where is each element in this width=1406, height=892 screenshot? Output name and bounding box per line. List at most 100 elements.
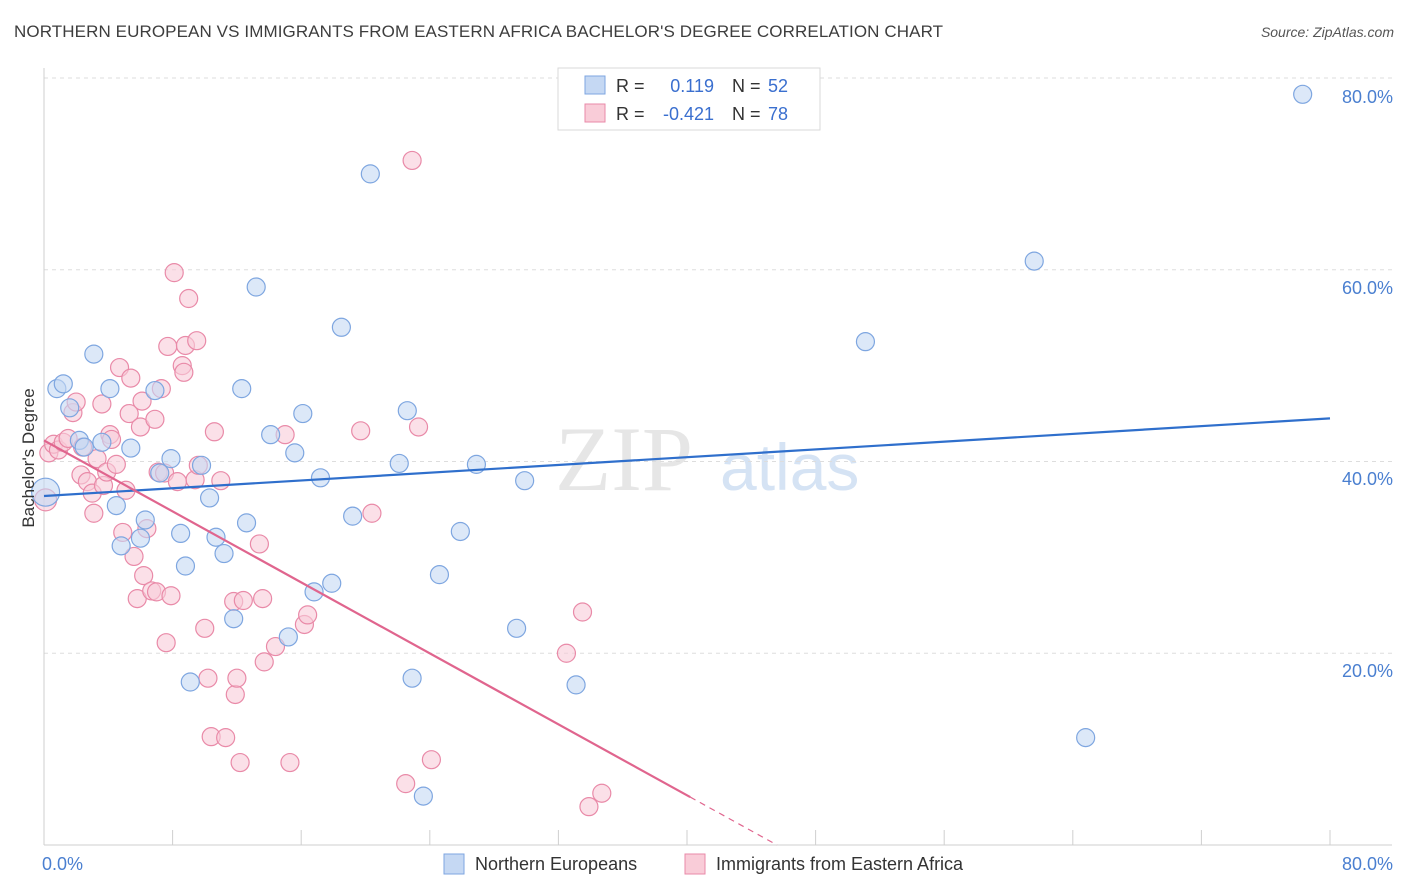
y-tick-label-20: 20.0% xyxy=(1342,661,1393,681)
blue-point-5 xyxy=(74,437,94,457)
blue-point-21 xyxy=(199,488,220,508)
pink-point-24 xyxy=(121,368,141,388)
pink-point-38 xyxy=(158,336,178,357)
stats-legend-r-label-blue: R = xyxy=(616,76,645,96)
stats-legend-r-value-blue: 0.119 xyxy=(670,76,714,96)
pink-point-53 xyxy=(211,471,231,491)
pink-point-23 xyxy=(119,403,139,424)
pink-point-54 xyxy=(216,728,236,748)
pink-point-71 xyxy=(402,150,422,171)
blue-point-26 xyxy=(236,513,257,533)
pink-points xyxy=(34,150,612,817)
pink-point-25 xyxy=(124,546,144,567)
trend-lines xyxy=(43,417,1331,846)
blue-point-7 xyxy=(92,432,112,452)
stats-legend-swatch-blue xyxy=(584,75,606,95)
stats-legend-r-value-pink: -0.421 xyxy=(663,104,714,124)
series-legend-label-blue: Northern Europeans xyxy=(475,854,637,874)
stats-legend-r-label-pink: R = xyxy=(616,104,645,124)
blue-point-38 xyxy=(389,453,409,474)
pink-point-56 xyxy=(225,684,245,705)
blue-point-51 xyxy=(1293,84,1313,104)
blue-point-41 xyxy=(413,786,433,806)
pink-point-60 xyxy=(249,534,270,554)
blue-point-0 xyxy=(31,477,61,507)
pink-point-47 xyxy=(187,331,207,351)
pink-point-40 xyxy=(164,263,184,283)
series-legend-swatch-blue xyxy=(443,853,465,875)
pink-point-65 xyxy=(280,752,300,773)
blue-points xyxy=(31,84,1313,806)
pink-point-61 xyxy=(253,589,273,609)
pink-point-58 xyxy=(230,752,250,773)
blue-point-47 xyxy=(566,675,586,695)
series-legend-swatch-pink xyxy=(684,853,706,875)
blue-point-37 xyxy=(360,164,380,184)
blue-point-14 xyxy=(145,380,165,401)
pink-point-32 xyxy=(145,409,165,429)
pink-point-45 xyxy=(179,288,199,309)
pink-point-12 xyxy=(84,503,104,523)
pink-point-50 xyxy=(198,668,218,688)
pink-trend-line-extrapolated xyxy=(689,796,778,846)
stats-legend-swatch-pink xyxy=(584,103,606,123)
blue-point-40 xyxy=(402,668,422,688)
axes xyxy=(43,68,1392,846)
blue-point-8 xyxy=(100,379,120,399)
pink-point-63 xyxy=(265,636,286,657)
blue-point-49 xyxy=(1024,251,1044,271)
pink-point-74 xyxy=(556,643,577,663)
blue-point-2 xyxy=(53,374,73,394)
pink-point-70 xyxy=(396,774,416,794)
pink-point-67 xyxy=(298,605,318,625)
pink-point-52 xyxy=(204,422,224,442)
stats-legend-n-label-blue: N = xyxy=(732,76,761,96)
pink-point-77 xyxy=(592,783,612,803)
blue-point-18 xyxy=(175,556,196,576)
blue-point-25 xyxy=(232,379,252,399)
blue-point-31 xyxy=(293,403,313,424)
blue-point-6 xyxy=(84,344,104,364)
pink-point-59 xyxy=(233,590,253,611)
stats-legend-n-value-pink: 78 xyxy=(768,104,788,124)
blue-point-11 xyxy=(121,438,141,458)
x-tick-label-max: 80.0% xyxy=(1342,854,1393,874)
blue-point-19 xyxy=(180,672,200,692)
source-credit: Source: ZipAtlas.com xyxy=(1260,24,1394,40)
blue-point-33 xyxy=(310,468,331,488)
pink-point-29 xyxy=(134,565,154,586)
blue-point-9 xyxy=(106,496,126,516)
blue-point-34 xyxy=(322,573,342,593)
stats-legend-n-label-pink: N = xyxy=(732,104,761,124)
pink-point-49 xyxy=(195,618,215,638)
blue-point-23 xyxy=(214,543,234,564)
pink-point-73 xyxy=(421,750,442,770)
y-axis-label: Bachelor's Degree xyxy=(19,388,38,527)
blue-point-35 xyxy=(331,317,351,337)
blue-point-30 xyxy=(285,443,305,463)
stats-legend-n-value-blue: 52 xyxy=(768,76,788,96)
y-tick-label-60: 60.0% xyxy=(1342,278,1393,298)
series-legend: Northern Europeans Immigrants from Easte… xyxy=(443,853,964,875)
pink-point-62 xyxy=(254,652,274,672)
pink-point-19 xyxy=(106,454,126,474)
gridlines xyxy=(44,77,1392,654)
blue-point-39 xyxy=(397,401,417,421)
blue-point-17 xyxy=(171,523,191,544)
pink-trend-line xyxy=(43,439,691,799)
blue-point-27 xyxy=(246,277,266,297)
blue-point-13 xyxy=(135,510,155,530)
blue-point-28 xyxy=(261,425,281,445)
pink-point-37 xyxy=(156,633,176,653)
pink-point-76 xyxy=(579,797,599,817)
stats-legend: R = 0.119 N = 52 R = -0.421 N = 78 xyxy=(557,67,821,131)
y-tick-label-40: 40.0% xyxy=(1342,469,1393,489)
pink-point-39 xyxy=(161,586,181,606)
blue-point-24 xyxy=(224,609,244,629)
blue-point-46 xyxy=(515,471,535,491)
blue-point-16 xyxy=(161,449,181,469)
blue-trend-line xyxy=(43,417,1331,498)
blue-point-20 xyxy=(191,455,212,475)
blue-point-10 xyxy=(111,536,131,556)
